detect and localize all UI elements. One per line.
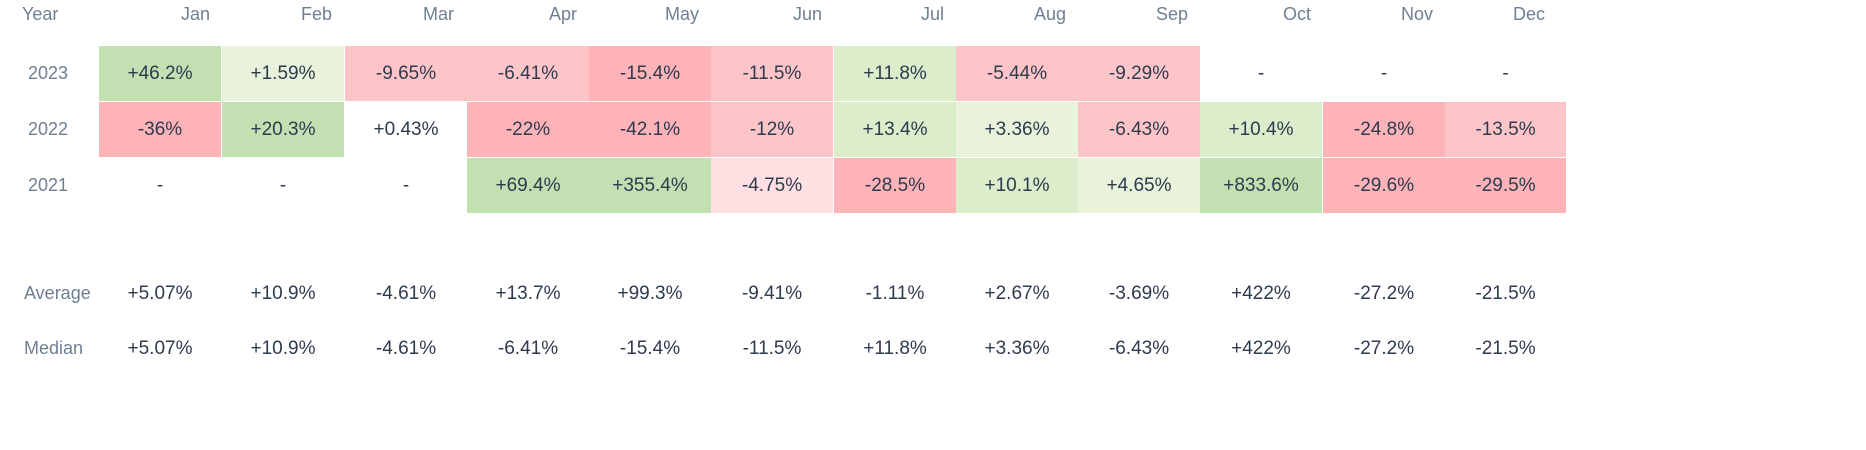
summary-cell: -4.61% <box>375 283 437 304</box>
return-cell: -13.5% <box>1445 102 1566 157</box>
summary-cell: -1.11% <box>865 283 925 304</box>
summary-cell: +422% <box>1231 338 1291 359</box>
summary-cell: +11.8% <box>863 338 927 359</box>
return-cell: +13.4% <box>834 102 956 157</box>
summary-cell: +422% <box>1231 283 1291 304</box>
summary-cell: +3.36% <box>984 338 1050 359</box>
corner-label: Year <box>22 4 59 24</box>
return-cell: -9.29% <box>1078 46 1200 101</box>
return-cell: -42.1% <box>589 102 711 157</box>
summary-cell: -11.5% <box>742 338 802 359</box>
year-label-2021: 2021 <box>28 174 69 195</box>
summary-cell: -21.5% <box>1475 338 1536 359</box>
year-label-2022: 2022 <box>28 118 69 139</box>
return-cell: +11.8% <box>834 46 956 101</box>
month-header-aug: Aug <box>1033 4 1066 24</box>
return-cell: -29.6% <box>1323 158 1445 213</box>
month-header-nov: Nov <box>1400 4 1433 24</box>
summary-cell: -9.41% <box>741 283 803 304</box>
return-cell: -12% <box>711 102 833 157</box>
return-cell: - <box>222 158 344 213</box>
return-cell: +10.4% <box>1200 102 1322 157</box>
return-cell: +1.59% <box>222 46 344 101</box>
summary-cell: +13.7% <box>495 283 561 304</box>
month-header-jan: Jan <box>180 4 210 24</box>
return-cell: +355.4% <box>589 158 711 213</box>
month-header-dec: Dec <box>1512 4 1545 24</box>
return-cell: +20.3% <box>222 102 344 157</box>
summary-cell: -6.43% <box>1108 338 1170 359</box>
summary-cell: +99.3% <box>617 283 683 304</box>
return-cell: +69.4% <box>467 158 589 213</box>
return-cell: - <box>1200 46 1322 101</box>
return-cell: -15.4% <box>589 46 711 101</box>
summary-cell: -21.5% <box>1475 283 1536 304</box>
summary-cell: +2.67% <box>984 283 1050 304</box>
summary-cell: -3.69% <box>1108 283 1170 304</box>
return-cell: -28.5% <box>834 158 956 213</box>
return-cell: -5.44% <box>956 46 1078 101</box>
return-cell: -22% <box>467 102 589 157</box>
month-header-feb: Feb <box>300 4 332 24</box>
return-cell: +0.43% <box>345 102 467 157</box>
month-header-mar: Mar <box>423 4 454 24</box>
return-cell: - <box>1323 46 1445 101</box>
summary-cell: -27.2% <box>1353 338 1415 359</box>
return-cell: - <box>345 158 467 213</box>
summary-cell: +5.07% <box>127 338 193 359</box>
month-header-jun: Jun <box>792 4 822 24</box>
month-header-may: May <box>664 4 699 24</box>
return-cell: -11.5% <box>711 46 833 101</box>
return-cell: -36% <box>99 102 221 157</box>
return-cell: -24.8% <box>1323 102 1445 157</box>
return-cell: +3.36% <box>956 102 1078 157</box>
summary-cell: -27.2% <box>1353 283 1415 304</box>
return-cell: - <box>99 158 221 213</box>
month-header-apr: Apr <box>548 4 577 24</box>
return-cell: +10.1% <box>956 158 1078 213</box>
summary-label-median: Median <box>24 338 84 358</box>
month-header-oct: Oct <box>1282 4 1311 24</box>
month-header-sep: Sep <box>1155 4 1188 24</box>
year-label-2023: 2023 <box>28 62 69 83</box>
return-cell: -6.43% <box>1078 102 1200 157</box>
month-header-jul: Jul <box>920 4 944 24</box>
return-cell: +46.2% <box>99 46 221 101</box>
summary-cell: -15.4% <box>619 338 681 359</box>
return-cell: -29.5% <box>1445 158 1566 213</box>
summary-cell: +10.9% <box>250 338 316 359</box>
summary-cell: -4.61% <box>375 338 437 359</box>
summary-cell: +5.07% <box>127 283 193 304</box>
return-cell: - <box>1445 46 1566 101</box>
return-cell: +833.6% <box>1200 158 1322 213</box>
summary-label-average: Average <box>24 283 91 303</box>
return-cell: -9.65% <box>345 46 467 101</box>
summary-cell: -6.41% <box>497 338 559 359</box>
return-cell: +4.65% <box>1078 158 1200 213</box>
summary-cell: +10.9% <box>250 283 316 304</box>
return-cell: -4.75% <box>711 158 833 213</box>
return-cell: -6.41% <box>467 46 589 101</box>
